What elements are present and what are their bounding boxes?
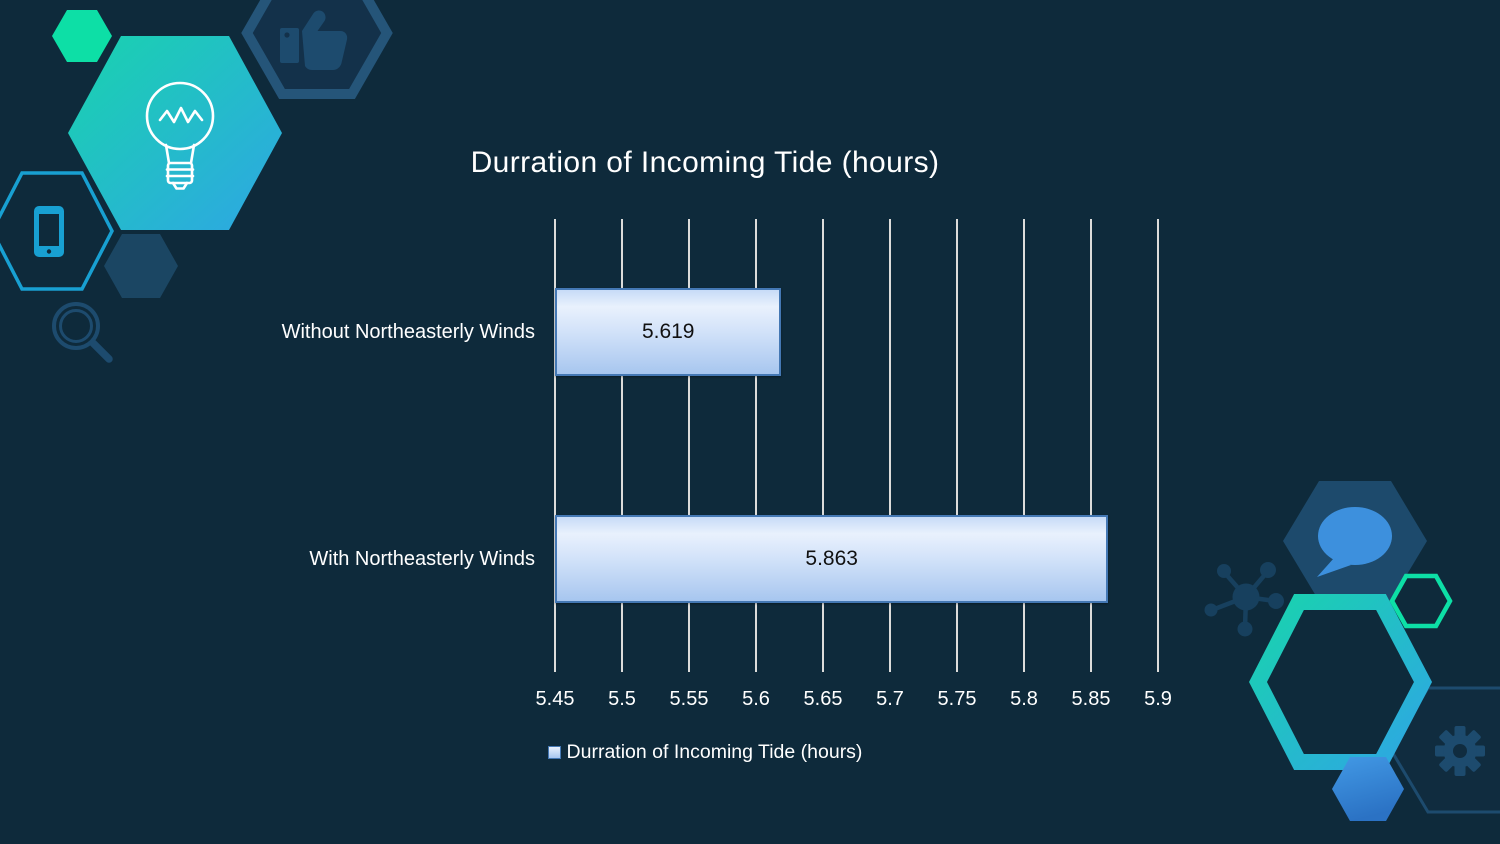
gridline <box>1023 219 1025 672</box>
small-green-outline-hexagon <box>1389 573 1453 629</box>
gridline <box>554 219 556 672</box>
molecule-icon <box>1204 562 1284 637</box>
small-dark-hexagon <box>104 234 178 298</box>
x-tick-label: 5.45 <box>535 688 575 710</box>
hexagon-cluster-top-left <box>0 0 393 363</box>
hexagon-cluster-bottom-right <box>1204 481 1500 821</box>
x-tick-label: 5.9 <box>1144 688 1172 710</box>
chat-bubble-icon <box>1317 507 1392 577</box>
gridline <box>822 219 824 672</box>
legend-swatch <box>547 746 561 759</box>
lightbulb-icon <box>145 81 215 190</box>
chart-legend: Durration of Incoming Tide (hours) <box>220 741 1190 764</box>
big-teal-hexagon <box>68 36 282 230</box>
gridline <box>956 219 958 672</box>
gridline <box>1157 219 1159 672</box>
gear-icon <box>1435 726 1485 776</box>
smartphone-icon <box>34 206 64 257</box>
smartphone-hexagon <box>0 171 114 291</box>
legend-label: Durration of Incoming Tide (hours) <box>566 741 863 763</box>
x-tick-label: 5.6 <box>742 688 770 710</box>
x-tick-label: 5.5 <box>608 688 636 710</box>
x-tick-label: 5.65 <box>803 688 843 710</box>
bar-chart: Durration of Incoming Tide (hours) 5.45 5… <box>220 0 1190 844</box>
chart-title: Durration of Incoming Tide (hours) <box>470 146 940 179</box>
thumbs-up-icon <box>280 10 348 71</box>
x-tick-label: 5.75 <box>937 688 977 710</box>
gridline <box>688 219 690 672</box>
gridline <box>889 219 891 672</box>
big-teal-outline-hexagon <box>1249 594 1433 770</box>
chat-hexagon <box>1283 481 1427 601</box>
bar-value-label: 5.619 <box>641 320 695 344</box>
bar-1: 5.863 <box>555 514 1109 603</box>
x-tick-label: 5.55 <box>669 688 709 710</box>
thumbs-up-hexagon <box>241 0 393 99</box>
bar-value-label: 5.863 <box>805 546 858 570</box>
gridline <box>1090 219 1092 672</box>
magnifier-icon <box>52 302 113 363</box>
bar-0: 5.619 <box>555 288 782 377</box>
gridline <box>621 219 623 672</box>
x-tick-label: 5.85 <box>1071 688 1111 710</box>
gear-hexagon <box>1389 686 1500 814</box>
x-tick-label: 5.7 <box>876 688 904 710</box>
plot-area: 5.45 5.5 5.55 5.6 5.65 5.7 5.75 5.8 5.85 5.9 5.619… <box>536 219 1172 710</box>
category-label: Without Northeasterly Winds <box>281 321 535 344</box>
gridline <box>755 219 757 672</box>
category-label: With Northeasterly Winds <box>309 547 535 570</box>
small-blue-hexagon <box>1332 757 1404 821</box>
small-green-hexagon <box>52 10 112 62</box>
x-tick-label: 5.8 <box>1010 688 1038 710</box>
